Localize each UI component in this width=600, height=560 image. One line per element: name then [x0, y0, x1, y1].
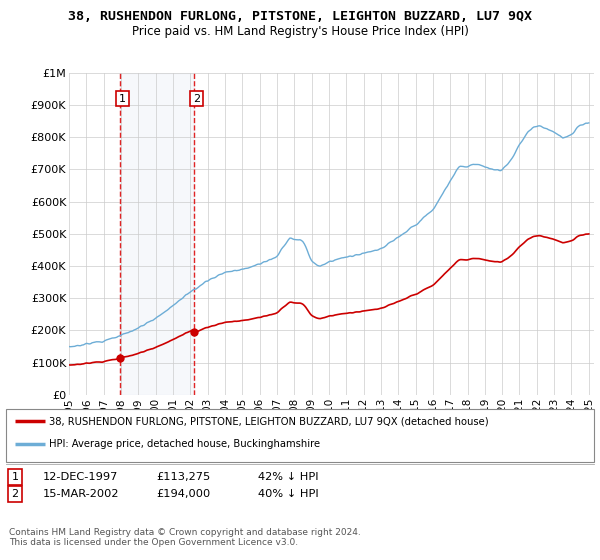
Text: 1: 1 — [119, 94, 126, 104]
Text: 40% ↓ HPI: 40% ↓ HPI — [258, 489, 319, 499]
Text: 42% ↓ HPI: 42% ↓ HPI — [258, 472, 319, 482]
Text: £113,275: £113,275 — [156, 472, 210, 482]
Text: 12-DEC-1997: 12-DEC-1997 — [43, 472, 119, 482]
Text: 2: 2 — [193, 94, 200, 104]
Text: 38, RUSHENDON FURLONG, PITSTONE, LEIGHTON BUZZARD, LU7 9QX (detached house): 38, RUSHENDON FURLONG, PITSTONE, LEIGHTO… — [49, 416, 489, 426]
Text: 15-MAR-2002: 15-MAR-2002 — [43, 489, 119, 499]
Bar — [120, 73, 194, 395]
Text: £194,000: £194,000 — [156, 489, 210, 499]
Text: HPI: Average price, detached house, Buckinghamshire: HPI: Average price, detached house, Buck… — [49, 438, 320, 449]
Text: 2: 2 — [11, 489, 19, 499]
Text: 38, RUSHENDON FURLONG, PITSTONE, LEIGHTON BUZZARD, LU7 9QX: 38, RUSHENDON FURLONG, PITSTONE, LEIGHTO… — [68, 10, 532, 22]
Text: 1: 1 — [11, 472, 19, 482]
Text: Price paid vs. HM Land Registry's House Price Index (HPI): Price paid vs. HM Land Registry's House … — [131, 25, 469, 38]
Text: Contains HM Land Registry data © Crown copyright and database right 2024.
This d: Contains HM Land Registry data © Crown c… — [9, 528, 361, 547]
